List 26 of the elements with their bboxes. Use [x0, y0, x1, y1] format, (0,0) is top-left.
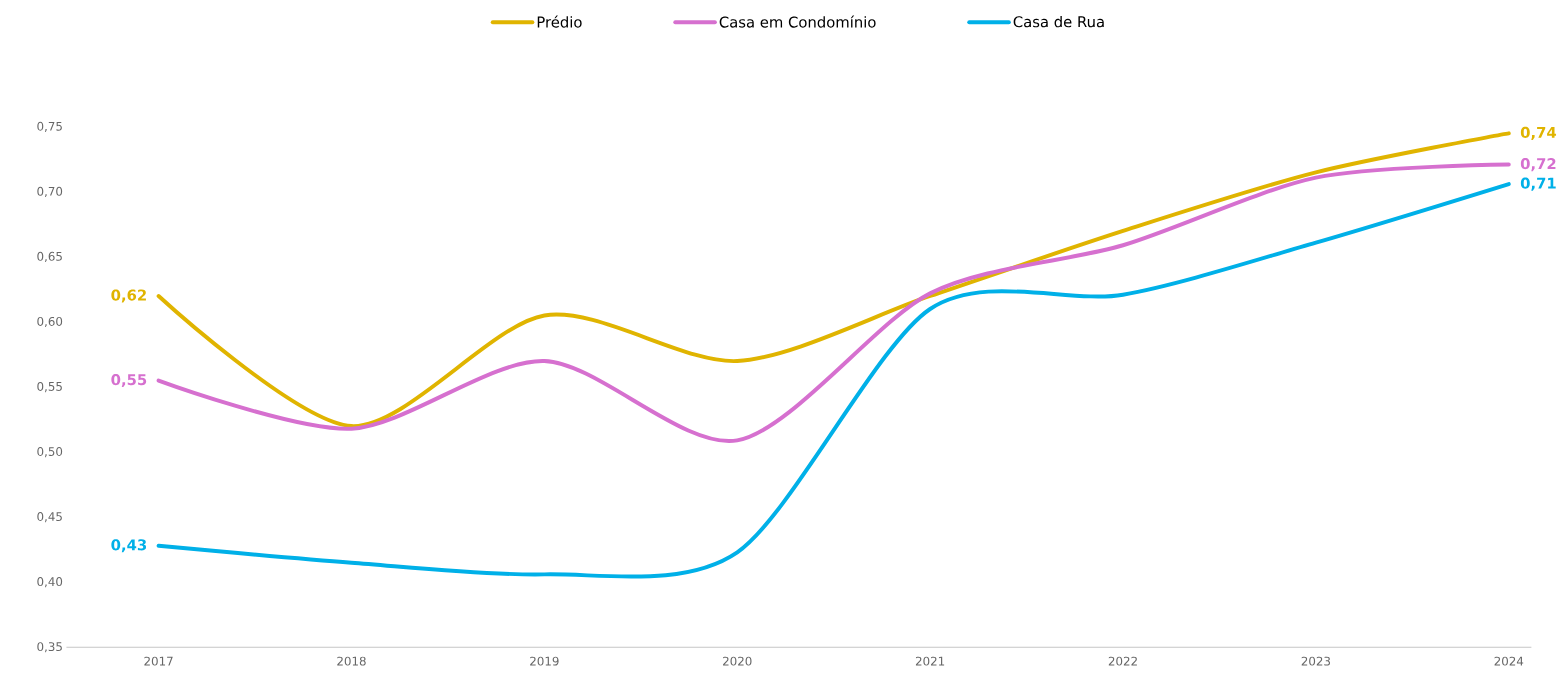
y-tick-label: 0,75: [37, 121, 62, 132]
y-tick-label: 0,40: [37, 577, 63, 588]
y-tick-label: 0,45: [37, 512, 62, 523]
data-label: 0,72: [1520, 158, 1556, 172]
x-tick-label: 2018: [337, 656, 366, 666]
x-tick-label: 2020: [723, 656, 752, 666]
y-tick-label: 0,65: [37, 251, 62, 263]
x-tick-label: 2019: [530, 656, 559, 666]
x-tick-label: 2021: [915, 656, 945, 666]
legend-label: Prédio: [537, 15, 582, 28]
y-tick-label: 0,70: [37, 186, 63, 198]
data-label: 0,71: [1520, 177, 1556, 191]
y-tick-label: 0,60: [37, 316, 63, 328]
x-tick-label: 2023: [1301, 656, 1331, 666]
x-tick-label: 2017: [144, 656, 173, 666]
x-tick-label: 2024: [1494, 656, 1524, 666]
data-label: 0,62: [111, 289, 146, 303]
x-tick-label: 2022: [1108, 656, 1137, 666]
y-tick-label: 0,55: [37, 381, 62, 393]
data-label: 0,74: [1520, 126, 1557, 140]
y-tick-label: 0,50: [37, 447, 63, 458]
data-label: 0,55: [111, 374, 147, 388]
y-tick-label: 0,35: [37, 642, 62, 653]
data-label: 0,43: [111, 539, 147, 553]
legend-label: Casa em Condomínio: [719, 15, 876, 28]
legend-label: Casa de Rua: [1013, 15, 1104, 28]
